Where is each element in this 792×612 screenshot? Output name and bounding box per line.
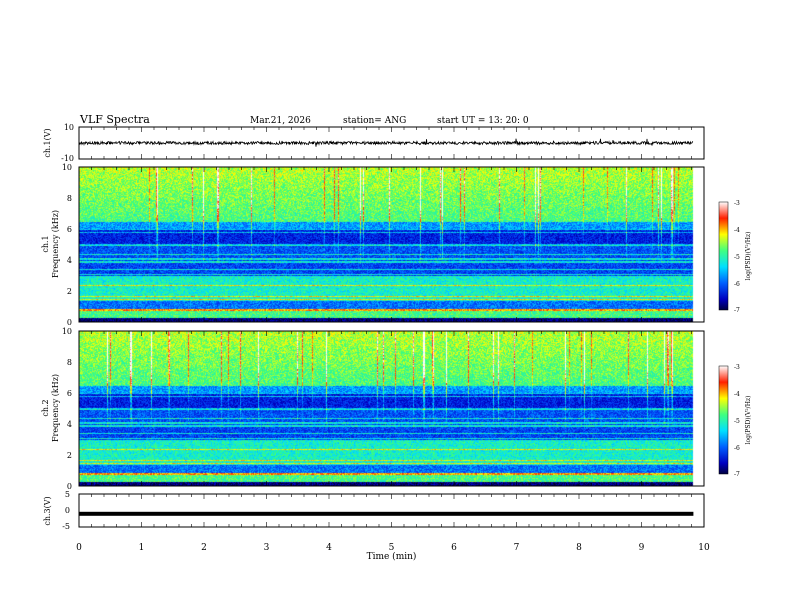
ch2-spectrogram-image — [79, 331, 704, 486]
ch1-ytick-6: 6 — [67, 225, 72, 234]
ch1-cbar-tick-m5: -5 — [734, 254, 740, 261]
xtick-10: 10 — [698, 543, 710, 553]
ch2-ylabel-frequency: Frequency (kHz) — [51, 374, 60, 442]
ch1-voltage-panel: 10 -10 ch.1(V) — [43, 123, 705, 163]
xtick-8: 8 — [576, 543, 582, 553]
ch2-ytick-6: 6 — [67, 389, 72, 398]
xtick-5: 5 — [389, 543, 395, 553]
date-label: Mar.21, 2026 — [250, 116, 311, 126]
ch3-voltage-ylabel: ch.3(V) — [43, 496, 52, 525]
ch2-colorbar — [718, 365, 729, 475]
ch2-cbar-tick-m4: -4 — [734, 391, 740, 398]
ch2-ytick-4: 4 — [67, 420, 72, 429]
ch3-ytick-0: 0 — [65, 506, 70, 515]
ch2-ytick-10: 10 — [62, 327, 72, 336]
ch1-ytick-10: 10 — [62, 163, 72, 172]
ch1-ytick-4: 4 — [67, 256, 72, 265]
x-tick-marks — [78, 127, 705, 527]
ch2-ytick-2: 2 — [67, 451, 72, 460]
ch1-colorbar — [718, 201, 729, 311]
ch1-voltage-trace — [78, 138, 694, 147]
xtick-0: 0 — [76, 543, 82, 553]
ch3-voltage-trace — [79, 511, 694, 516]
ch1-cbar-tick-m4: -4 — [734, 227, 740, 234]
ch1-ylabel-channel: ch.1 — [41, 235, 50, 252]
xtick-2: 2 — [201, 543, 207, 553]
ch1-ytick-2: 2 — [67, 287, 72, 296]
ch2-spectrogram-yticks: 10 8 6 4 2 0 — [62, 327, 72, 491]
ch2-cbar-tick-m7: -7 — [734, 471, 740, 478]
ch1-cbar-tick-m7: -7 — [734, 307, 740, 314]
ch1-spectrogram-image — [79, 167, 704, 322]
ch1-cbar-tick-m6: -6 — [734, 281, 740, 288]
ch2-ylabel-channel: ch.2 — [41, 399, 50, 416]
ch1-ytick-bottom: -10 — [61, 154, 74, 163]
xtick-7: 7 — [514, 543, 520, 553]
ch2-colorbar-label: log(PSD)(V²/Hz) — [745, 396, 752, 445]
ch2-cbar-tick-m5: -5 — [734, 418, 740, 425]
ch3-ytick-5: 5 — [65, 490, 70, 499]
xtick-1: 1 — [139, 543, 145, 553]
ch1-spectrogram-panel: 10 8 6 4 2 0 ch.1 Frequency (kHz) -3 -4 … — [41, 163, 752, 327]
xtick-4: 4 — [326, 543, 332, 553]
ch2-spectrogram-panel: 10 8 6 4 2 0 ch.2 Frequency (kHz) -3 -4 … — [41, 327, 752, 491]
ch1-ytick-8: 8 — [67, 194, 72, 203]
ch3-ytick-m5: -5 — [62, 522, 70, 531]
xtick-9: 9 — [639, 543, 645, 553]
ch2-cbar-tick-m3: -3 — [734, 364, 740, 371]
x-axis-label: Time (min) — [367, 551, 417, 562]
ch2-cbar-tick-m6: -6 — [734, 445, 740, 452]
x-axis: 0 1 2 3 4 5 6 7 8 9 10 Time (min) — [76, 543, 710, 562]
ch3-voltage-panel: 5 0 -5 ch.3(V) — [43, 490, 705, 531]
ch1-ytick-top: 10 — [64, 123, 74, 132]
ch2-ytick-8: 8 — [67, 358, 72, 367]
ch1-ylabel-frequency: Frequency (kHz) — [51, 210, 60, 278]
ch2-ytick-0: 0 — [67, 482, 72, 491]
xtick-3: 3 — [264, 543, 270, 553]
start-time-label: start UT = 13: 20: 0 — [437, 116, 529, 126]
ch1-voltage-ylabel: ch.1(V) — [43, 128, 52, 157]
station-label: station= ANG — [343, 116, 406, 126]
ch1-ytick-0: 0 — [67, 318, 72, 327]
ch1-spectrogram-yticks: 10 8 6 4 2 0 — [62, 163, 72, 327]
ch1-colorbar-label: log(PSD)(V²/Hz) — [745, 232, 752, 281]
xtick-6: 6 — [451, 543, 457, 553]
ch1-cbar-tick-m3: -3 — [734, 200, 740, 207]
figure-title: VLF Spectra — [79, 113, 150, 126]
